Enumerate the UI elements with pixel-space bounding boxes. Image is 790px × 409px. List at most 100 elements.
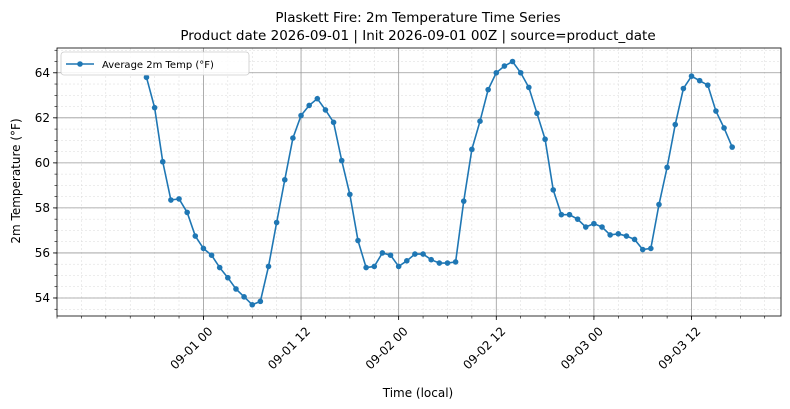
data-point [314, 95, 321, 102]
plot-frame [56, 47, 782, 317]
major-grid [57, 48, 781, 316]
data-point [208, 252, 215, 258]
x-tick-label: 09-02 12 [460, 324, 508, 372]
data-point [184, 209, 190, 216]
data-point [493, 69, 500, 76]
data-point [347, 191, 353, 198]
data-point [631, 236, 638, 243]
data-point [526, 84, 532, 91]
data-point [159, 158, 166, 165]
data-point [558, 211, 565, 218]
data-point [322, 107, 329, 113]
x-tick-label: 09-01 12 [265, 324, 313, 372]
data-point [338, 157, 345, 164]
data-point [509, 58, 516, 65]
data-point [290, 135, 296, 141]
data-point [517, 69, 524, 76]
data-point [656, 201, 662, 208]
data-point [534, 110, 540, 117]
data-point [143, 74, 150, 81]
data-point [469, 146, 475, 153]
data-point [485, 86, 491, 93]
data-point [281, 176, 288, 183]
x-tick-label: 09-01 00 [167, 324, 215, 372]
data-point [713, 108, 719, 114]
data-point [501, 63, 508, 69]
y-tick-label: 60 [35, 156, 50, 170]
data-point [412, 251, 418, 257]
data-point [363, 264, 369, 271]
data-point [672, 121, 679, 128]
x-tick-label: 09-03 12 [656, 324, 704, 372]
y-axis: 54 56 58 60 62 64 [35, 49, 57, 310]
data-point [241, 294, 247, 300]
y-tick-label: 54 [35, 291, 50, 305]
data-point [273, 219, 280, 226]
data-point [216, 264, 223, 271]
y-tick-label: 56 [35, 246, 50, 260]
plot-background [57, 48, 781, 316]
data-point [298, 112, 304, 119]
data-point [444, 260, 451, 266]
x-tick-label: 09-03 00 [558, 324, 606, 372]
data-point [330, 119, 337, 126]
plot-area [56, 47, 782, 317]
data-point [721, 125, 727, 131]
x-tick-label: 09-02 00 [363, 324, 411, 372]
legend: Average 2m Temp (°F) [60, 51, 250, 76]
data-point [176, 196, 182, 202]
data-point [550, 187, 557, 193]
data-point [387, 252, 394, 258]
data-point [615, 231, 622, 237]
data-point [436, 260, 443, 266]
data-point [200, 245, 207, 252]
data-point [257, 298, 264, 305]
x-axis-label: Time (local) [382, 386, 454, 400]
data-point [395, 263, 402, 270]
data-point [452, 259, 459, 265]
y-axis-label: 2m Temperature (°F) [9, 118, 23, 243]
data-point [591, 220, 597, 227]
data-point [192, 233, 199, 239]
data-point [648, 245, 654, 252]
y-tick-label: 62 [35, 111, 50, 125]
y-tick-label: 58 [35, 201, 50, 215]
data-point [168, 197, 174, 203]
data-point [542, 136, 548, 143]
data-point [420, 251, 426, 257]
x-axis: 09-01 00 09-01 12 09-02 00 09-02 12 09-03 00… [56, 316, 766, 372]
data-point [371, 263, 378, 270]
legend-box [60, 51, 250, 76]
data-point [225, 274, 231, 281]
data-point [428, 256, 435, 263]
y-tick-label: 64 [35, 66, 50, 80]
data-point [639, 246, 646, 253]
data-point [306, 102, 312, 109]
data-point [574, 216, 581, 222]
data-point [729, 144, 735, 150]
data-point [404, 258, 410, 264]
data-point [477, 118, 483, 124]
data-point [599, 224, 605, 230]
legend-marker-swatch [77, 61, 83, 67]
data-point [623, 233, 630, 239]
data-point [233, 286, 239, 292]
series-markers [143, 58, 735, 308]
data-point [688, 73, 695, 79]
data-point [704, 82, 711, 88]
data-point [249, 301, 256, 308]
chart-subtitle: Product date 2026-09-01 | Init 2026-09-0… [180, 28, 655, 44]
data-point [566, 211, 573, 218]
data-point [582, 224, 589, 230]
data-point [664, 164, 670, 171]
data-point [696, 77, 703, 84]
data-point [379, 250, 386, 256]
data-point [607, 232, 613, 238]
data-point [151, 104, 158, 111]
data-point [460, 198, 467, 204]
chart-title: Plaskett Fire: 2m Temperature Time Serie… [275, 10, 560, 26]
data-point [265, 263, 272, 270]
legend-entry-label: Average 2m Temp (°F) [102, 60, 214, 71]
data-point [355, 237, 361, 244]
